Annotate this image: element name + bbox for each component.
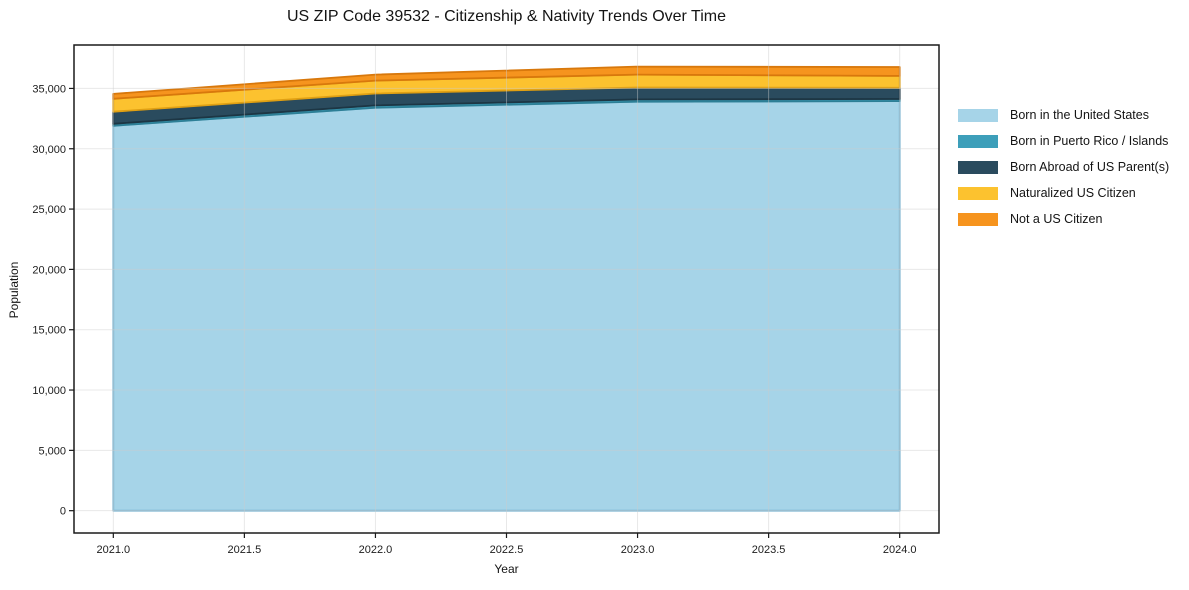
chart-title: US ZIP Code 39532 - Citizenship & Nativi…	[287, 8, 726, 25]
legend-label: Naturalized US Citizen	[1010, 186, 1136, 200]
x-tick-label: 2024.0	[883, 544, 917, 556]
legend-entry: Born in Puerto Rico / Islands	[958, 128, 1169, 154]
legend-entry: Born in the United States	[958, 102, 1169, 128]
x-tick-label: 2022.0	[359, 544, 393, 556]
x-tick-label: 2021.0	[96, 544, 130, 556]
legend-entry: Naturalized US Citizen	[958, 180, 1169, 206]
legend-label: Born in the United States	[1010, 108, 1149, 122]
y-tick-label: 10,000	[32, 385, 66, 397]
x-tick-label: 2022.5	[490, 544, 524, 556]
area-series-4	[112, 65, 901, 100]
x-tick-label: 2023.0	[621, 544, 655, 556]
legend-entry: Not a US Citizen	[958, 206, 1169, 232]
legend-swatch	[958, 160, 998, 174]
y-tick-label: 15,000	[32, 325, 66, 337]
x-tick-label: 2021.5	[228, 544, 262, 556]
y-tick-label: 5,000	[38, 445, 66, 457]
legend-label: Born in Puerto Rico / Islands	[1010, 134, 1169, 148]
legend-label: Not a US Citizen	[1010, 212, 1103, 226]
y-axis-label: Population	[7, 261, 21, 319]
y-tick-label: 0	[60, 506, 66, 518]
x-tick-label: 2023.5	[752, 544, 786, 556]
y-tick-label: 25,000	[32, 204, 66, 216]
y-tick-label: 20,000	[32, 264, 66, 276]
x-axis-label: Year	[494, 562, 519, 576]
y-tick-label: 35,000	[32, 83, 66, 95]
legend-swatch	[958, 108, 998, 122]
legend: Born in the United States Born in Puerto …	[958, 102, 1169, 232]
legend-swatch	[958, 212, 998, 226]
legend-entry: Born Abroad of US Parent(s)	[958, 154, 1169, 180]
legend-swatch	[958, 134, 998, 148]
legend-swatch	[958, 186, 998, 200]
legend-label: Born Abroad of US Parent(s)	[1010, 160, 1170, 174]
y-tick-label: 30,000	[32, 144, 66, 156]
